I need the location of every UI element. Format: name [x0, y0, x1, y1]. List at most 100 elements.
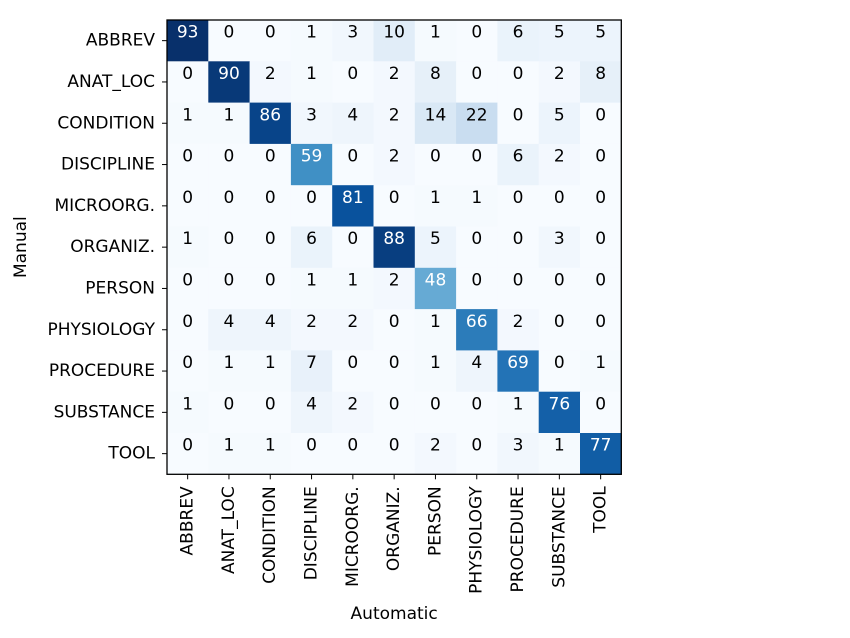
- heatmap-cell: [497, 20, 540, 62]
- cell-value-label: 0: [182, 312, 193, 332]
- heatmap-cell: [538, 309, 581, 351]
- cell-value-label: 0: [224, 229, 235, 249]
- cell-value-label: 4: [224, 312, 235, 332]
- heatmap-cell: [208, 143, 250, 186]
- cell-value-label: 0: [513, 229, 524, 249]
- heatmap-cell: [373, 61, 416, 103]
- heatmap-cell: [456, 309, 498, 351]
- heatmap-cell: [249, 61, 292, 103]
- heatmap-cell: [373, 309, 416, 351]
- cell-value-label: 0: [595, 312, 606, 332]
- cell-value-label: 0: [224, 188, 235, 208]
- cell-value-label: 5: [595, 23, 606, 43]
- cell-value-label: 2: [347, 312, 358, 332]
- cell-value-label: 1: [347, 270, 358, 290]
- cell-value-label: 2: [389, 147, 400, 167]
- cell-value-label: 88: [383, 229, 405, 249]
- cell-value-label: 0: [182, 188, 193, 208]
- heatmap-cell: [414, 267, 457, 310]
- x-tick-label: ANAT_LOC: [219, 486, 239, 574]
- heatmap-cell: [332, 350, 374, 393]
- heatmap-cell: [580, 267, 622, 310]
- y-tick-label: PROCEDURE: [49, 361, 155, 381]
- cell-value-label: 1: [224, 105, 235, 125]
- cell-value-label: 0: [471, 64, 482, 84]
- cell-value-label: 2: [554, 147, 565, 167]
- heatmap-cell: [414, 433, 457, 475]
- heatmap-cell: [456, 433, 498, 475]
- cell-value-label: 1: [430, 23, 441, 43]
- y-tick-label: PHYSIOLOGY: [47, 320, 155, 340]
- heatmap-cell: [167, 20, 209, 62]
- cell-value-label: 0: [513, 188, 524, 208]
- cell-value-label: 0: [224, 394, 235, 414]
- cell-value-label: 0: [182, 270, 193, 290]
- heatmap-cell: [538, 61, 581, 103]
- x-axis-ticks: ABBREV ANAT_LOC CONDITION DISCIPLINE MICROOR…: [178, 474, 611, 594]
- cell-value-label: 0: [265, 188, 276, 208]
- cell-value-label: 7: [306, 353, 317, 373]
- cell-value-label: 22: [466, 105, 488, 125]
- heatmap-cell: [497, 185, 540, 227]
- heatmap-cell: [414, 143, 457, 186]
- cell-value-label: 5: [430, 229, 441, 249]
- cell-value-label: 1: [513, 394, 524, 414]
- heatmap-cell: [290, 433, 333, 475]
- cell-value-label: 3: [306, 105, 317, 125]
- cell-value-label: 1: [224, 353, 235, 373]
- heatmap-cell: [167, 102, 209, 145]
- heatmap-cell: [208, 391, 250, 434]
- heatmap-cell: [167, 267, 209, 310]
- cell-value-label: 2: [513, 312, 524, 332]
- cell-value-label: 0: [554, 312, 565, 332]
- heatmap-cell: [167, 143, 209, 186]
- heatmap-cell: [249, 350, 292, 393]
- cell-value-label: 0: [182, 147, 193, 167]
- heatmap-cell: [538, 226, 581, 269]
- heatmap-cell: [456, 61, 498, 103]
- y-axis-ticks: ABBREV ANAT_LOC CONDITION DISCIPLINE MICROOR…: [47, 31, 167, 464]
- heatmap-cell: [290, 143, 333, 186]
- heatmap-cell: [414, 185, 457, 227]
- heatmap-cell: [580, 350, 622, 393]
- heatmap-cell: [580, 433, 622, 475]
- cell-value-label: 0: [389, 436, 400, 456]
- cell-value-label: 0: [347, 64, 358, 84]
- heatmap-cell: [414, 102, 457, 145]
- cell-value-label: 2: [389, 64, 400, 84]
- heatmap-cell: [373, 267, 416, 310]
- heatmap-cell: [580, 61, 622, 103]
- heatmap-cell: [208, 433, 250, 475]
- heatmap-cell: [414, 391, 457, 434]
- heatmap-cell: [580, 102, 622, 145]
- heatmap-cell: [580, 185, 622, 227]
- heatmap-cell: [414, 61, 457, 103]
- y-tick-label: CONDITION: [57, 113, 155, 133]
- heatmap-cell: [208, 185, 250, 227]
- heatmap-cell: [580, 309, 622, 351]
- x-tick-label: TOOL: [591, 486, 611, 534]
- heatmap-cells: [167, 20, 622, 475]
- heatmap-cell-labels: 93 0 0 1 3 10 1 0 6 5 50 90 2 1 0 2 8 0 0 2 81 1 86 3 4 2 14 22 0 5 00…: [177, 23, 612, 456]
- x-tick-label: PERSON: [425, 486, 445, 556]
- heatmap-cell: [373, 143, 416, 186]
- x-tick-label: SUBSTANCE: [549, 486, 569, 587]
- heatmap-cell: [167, 391, 209, 434]
- y-tick-label: PERSON: [85, 278, 155, 298]
- cell-value-label: 0: [265, 23, 276, 43]
- cell-value-label: 1: [224, 436, 235, 456]
- y-tick-label: ANAT_LOC: [67, 72, 155, 92]
- cell-value-label: 0: [554, 188, 565, 208]
- heatmap-cell: [456, 226, 498, 269]
- x-tick-label: ORGANIZ.: [384, 486, 404, 571]
- y-tick-label: MICROORG.: [54, 196, 155, 216]
- heatmap-cell: [332, 433, 374, 475]
- cell-value-label: 0: [513, 64, 524, 84]
- cell-value-label: 90: [218, 64, 240, 84]
- cell-value-label: 0: [471, 147, 482, 167]
- cell-value-label: 0: [347, 147, 358, 167]
- heatmap-cell: [456, 391, 498, 434]
- x-tick-label: ABBREV: [178, 486, 198, 556]
- cell-value-label: 0: [182, 64, 193, 84]
- cell-value-label: 3: [554, 229, 565, 249]
